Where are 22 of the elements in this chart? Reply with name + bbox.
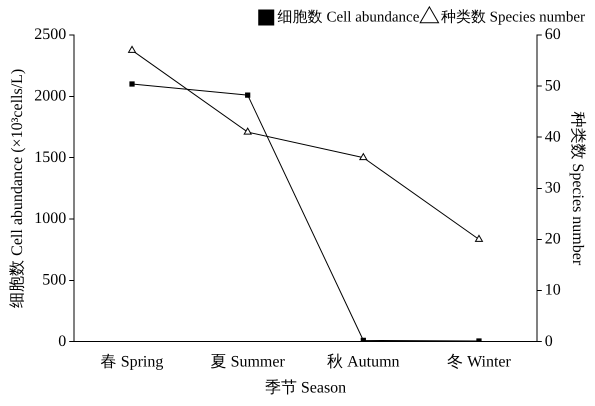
legend-label: 种类数 Species number <box>440 8 586 26</box>
x-tick-label: 冬 Winter <box>447 353 512 370</box>
legend-label: 细胞数 Cell abundance <box>278 8 420 26</box>
y-tick-label: 1000 <box>34 210 66 228</box>
y2-tick-label: 50 <box>544 77 561 94</box>
y-axis-title: 细胞数 Cell abundance (×10³cells/L) <box>8 68 26 308</box>
x-tick-label: 夏 Summer <box>210 353 286 370</box>
x-tick-label: 春 Spring <box>100 353 164 370</box>
y2-tick-label: 20 <box>544 230 561 248</box>
x-axis-title: 季节 Season <box>264 378 346 397</box>
x-tick-label: 秋 Autumn <box>327 353 400 370</box>
y2-tick-label: 0 <box>544 332 553 350</box>
y2-tick-label: 60 <box>544 26 561 44</box>
y-tick-label: 2500 <box>34 26 66 44</box>
y2-tick-label: 10 <box>544 282 561 299</box>
y-tick-label: 1500 <box>34 148 66 166</box>
y-tick-label: 0 <box>58 332 66 350</box>
y2-axis-title: 种类数 Species number <box>569 111 588 266</box>
y-tick-label: 2000 <box>34 88 66 105</box>
y2-tick-label: 30 <box>544 180 561 197</box>
y2-tick-label: 40 <box>544 128 561 146</box>
y-tick-label: 500 <box>42 271 66 288</box>
